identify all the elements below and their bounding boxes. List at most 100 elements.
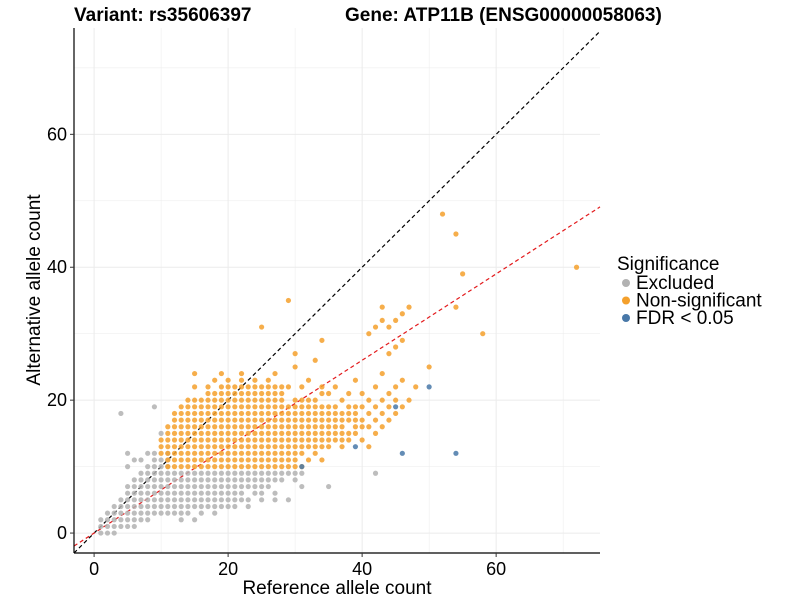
point-excluded xyxy=(104,510,111,516)
point-non-significant xyxy=(272,404,278,410)
point-excluded xyxy=(185,503,191,510)
point-excluded xyxy=(259,497,265,503)
point-non-significant xyxy=(198,417,204,423)
point-non-significant xyxy=(218,397,225,403)
point-non-significant xyxy=(259,444,265,450)
point-non-significant xyxy=(386,351,392,357)
point-excluded xyxy=(192,517,198,523)
point-non-significant xyxy=(198,397,204,403)
point-non-significant xyxy=(279,424,285,430)
point-non-significant xyxy=(326,430,332,436)
point-non-significant xyxy=(192,430,198,436)
point-non-significant xyxy=(178,424,184,430)
point-non-significant xyxy=(185,417,191,423)
point-non-significant xyxy=(292,457,298,463)
point-non-significant xyxy=(305,457,312,463)
point-excluded xyxy=(259,483,265,490)
point-non-significant xyxy=(212,410,218,417)
point-non-significant xyxy=(265,430,271,436)
point-non-significant xyxy=(185,410,191,417)
point-excluded xyxy=(192,483,198,490)
point-non-significant xyxy=(218,417,225,423)
point-non-significant xyxy=(212,457,218,463)
point-non-significant xyxy=(218,424,225,430)
point-non-significant xyxy=(165,444,171,450)
point-non-significant xyxy=(379,410,385,417)
point-non-significant xyxy=(232,397,238,403)
point-non-significant xyxy=(218,390,225,397)
point-non-significant xyxy=(279,390,285,397)
point-excluded xyxy=(252,477,258,483)
point-non-significant xyxy=(299,417,305,423)
point-non-significant xyxy=(225,464,231,470)
legend-title: Significance xyxy=(617,254,719,275)
point-excluded xyxy=(292,477,298,483)
point-excluded xyxy=(238,470,245,476)
point-non-significant xyxy=(305,424,312,430)
point-excluded xyxy=(158,483,164,490)
point-excluded xyxy=(165,477,171,483)
point-excluded xyxy=(252,470,258,476)
point-non-significant xyxy=(192,410,198,417)
point-excluded xyxy=(192,503,198,510)
point-non-significant xyxy=(259,390,265,397)
point-non-significant xyxy=(259,417,265,423)
point-non-significant xyxy=(292,437,298,443)
point-non-significant xyxy=(272,397,278,403)
point-non-significant xyxy=(319,457,325,463)
point-non-significant xyxy=(372,324,379,330)
legend-key-fdr-0-05 xyxy=(622,314,630,322)
point-non-significant xyxy=(165,450,171,456)
point-non-significant xyxy=(272,424,278,430)
point-non-significant xyxy=(272,437,278,443)
point-non-significant xyxy=(305,417,312,423)
point-excluded xyxy=(138,457,144,463)
legend-label-fdr-0-05: FDR < 0.05 xyxy=(636,308,734,329)
point-excluded xyxy=(232,503,238,510)
point-fdr-0-05 xyxy=(426,384,432,390)
point-non-significant xyxy=(212,444,218,450)
point-excluded xyxy=(272,490,278,496)
point-non-significant xyxy=(265,390,271,397)
point-non-significant xyxy=(346,390,352,397)
point-non-significant xyxy=(245,430,251,436)
point-non-significant xyxy=(205,404,211,410)
point-non-significant xyxy=(178,404,184,410)
point-excluded xyxy=(138,517,144,523)
point-excluded xyxy=(131,457,137,463)
point-non-significant xyxy=(192,417,198,423)
point-excluded xyxy=(198,477,204,483)
point-excluded xyxy=(125,464,131,470)
point-non-significant xyxy=(245,390,251,397)
point-non-significant xyxy=(265,384,271,390)
reference-line xyxy=(73,206,601,547)
point-non-significant xyxy=(372,404,379,410)
point-non-significant xyxy=(332,417,338,423)
point-excluded xyxy=(178,503,184,510)
point-excluded xyxy=(125,497,131,503)
point-non-significant xyxy=(399,377,405,383)
point-non-significant xyxy=(339,444,345,450)
point-non-significant xyxy=(212,390,218,397)
point-non-significant xyxy=(332,384,338,390)
point-excluded xyxy=(272,477,278,483)
point-non-significant xyxy=(413,384,419,390)
point-non-significant xyxy=(245,397,251,403)
point-excluded xyxy=(131,517,137,523)
point-non-significant xyxy=(386,390,392,397)
point-non-significant xyxy=(326,390,332,397)
point-non-significant xyxy=(218,437,225,443)
point-non-significant xyxy=(319,390,325,397)
point-non-significant xyxy=(480,331,486,337)
point-non-significant xyxy=(319,430,325,436)
point-fdr-0-05 xyxy=(393,404,399,410)
point-excluded xyxy=(245,497,251,503)
point-non-significant xyxy=(312,444,318,450)
point-non-significant xyxy=(319,424,325,430)
point-non-significant xyxy=(212,464,218,470)
point-non-significant xyxy=(212,397,218,403)
point-non-significant xyxy=(379,317,385,324)
point-non-significant xyxy=(332,404,338,410)
y-tick-label: 0 xyxy=(57,523,67,543)
point-non-significant xyxy=(312,404,318,410)
